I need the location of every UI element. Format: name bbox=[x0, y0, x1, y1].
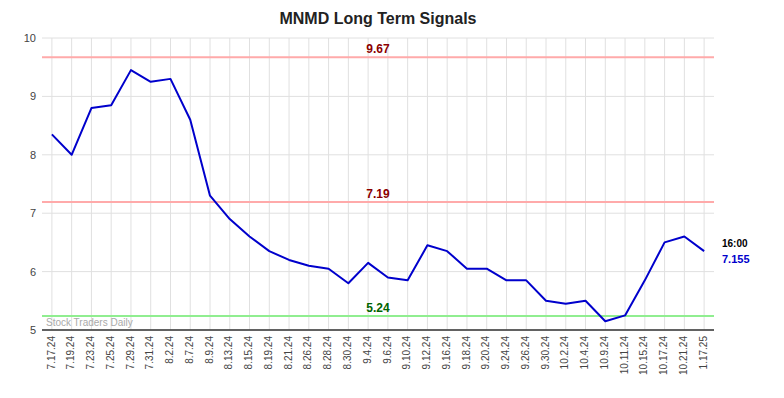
x-tick-label: 10.11.24 bbox=[619, 336, 630, 375]
x-tick-label: 8.2.24 bbox=[164, 336, 175, 364]
grid-line-x bbox=[585, 38, 586, 330]
grid-line-x bbox=[51, 38, 52, 330]
reference-line bbox=[42, 315, 714, 317]
x-tick-label: 9.30.24 bbox=[540, 336, 551, 370]
grid-line-y bbox=[42, 96, 714, 97]
x-tick-label: 9.16.24 bbox=[441, 336, 452, 370]
x-tick-label: 9.4.24 bbox=[362, 336, 373, 364]
grid-line-y bbox=[42, 38, 714, 39]
x-tick-label: 8.21.24 bbox=[283, 336, 294, 370]
x-tick-label: 10.17.24 bbox=[658, 336, 669, 375]
x-tick-label: 8.7.24 bbox=[184, 336, 195, 364]
reference-label: 5.24 bbox=[366, 301, 390, 315]
x-tick-label: 10.21.24 bbox=[678, 336, 689, 375]
x-tick-label: 9.24.24 bbox=[500, 336, 511, 370]
x-tick-label: 9.10.24 bbox=[401, 336, 412, 370]
reference-line bbox=[42, 56, 714, 58]
x-tick-label: 10.4.24 bbox=[579, 336, 590, 370]
y-tick-label: 6 bbox=[30, 266, 36, 278]
x-axis-line bbox=[42, 329, 714, 331]
series-line bbox=[52, 70, 704, 321]
x-tick-label: 7.19.24 bbox=[65, 336, 76, 370]
grid-line-x bbox=[447, 38, 448, 330]
grid-line-x bbox=[427, 38, 428, 330]
x-tick-label: 1.17.25 bbox=[698, 336, 709, 370]
grid-line-x bbox=[466, 38, 467, 330]
x-tick-label: 8.9.24 bbox=[204, 336, 215, 364]
x-tick-label: 8.13.24 bbox=[223, 336, 234, 370]
x-tick-label: 7.23.24 bbox=[85, 336, 96, 370]
grid-line-y bbox=[42, 213, 714, 214]
y-tick-label: 9 bbox=[30, 90, 36, 102]
x-tick-label: 8.26.24 bbox=[302, 336, 313, 370]
annotation: 7.155 bbox=[722, 253, 750, 265]
y-tick-label: 5 bbox=[30, 324, 36, 336]
grid-line-y bbox=[42, 154, 714, 155]
x-tick-label: 8.30.24 bbox=[342, 336, 353, 370]
grid-line-x bbox=[684, 38, 685, 330]
grid-line-x bbox=[407, 38, 408, 330]
x-tick-label: 7.29.24 bbox=[125, 336, 136, 370]
grid-line-x bbox=[289, 38, 290, 330]
grid-line-x bbox=[111, 38, 112, 330]
x-tick-label: 9.12.24 bbox=[421, 336, 432, 370]
x-tick-label: 8.19.24 bbox=[263, 336, 274, 370]
grid-line-x bbox=[269, 38, 270, 330]
x-tick-label: 8.15.24 bbox=[243, 336, 254, 370]
chart: MNMD Long Term Signals 5 6 7 8 9 10 7.17.24 7.19… bbox=[0, 0, 784, 398]
x-tick-label: 7.25.24 bbox=[105, 336, 116, 370]
grid-line-x bbox=[348, 38, 349, 330]
grid-line-x bbox=[229, 38, 230, 330]
x-tick-label: 9.18.24 bbox=[461, 336, 472, 370]
reference-label: 9.67 bbox=[366, 42, 390, 56]
grid-line-x bbox=[308, 38, 309, 330]
grid-line-x bbox=[644, 38, 645, 330]
grid-line-x bbox=[91, 38, 92, 330]
x-tick-label: 9.6.24 bbox=[382, 336, 393, 364]
x-tick-label: 10.2.24 bbox=[559, 336, 570, 370]
grid-line-x bbox=[664, 38, 665, 330]
grid-line-x bbox=[486, 38, 487, 330]
plot-area bbox=[42, 57, 714, 321]
grid-line-x bbox=[249, 38, 250, 330]
grid-line-x bbox=[387, 38, 388, 330]
grid-line-x bbox=[210, 38, 211, 330]
grid-line-x bbox=[368, 38, 369, 330]
x-tick-label: 10.15.24 bbox=[638, 336, 649, 375]
x-tick-label: 7.17.24 bbox=[46, 336, 57, 370]
grid bbox=[42, 38, 714, 330]
grid-line-x bbox=[605, 38, 606, 330]
x-tick-label: 9.20.24 bbox=[480, 336, 491, 370]
x-tick-label: 8.28.24 bbox=[322, 336, 333, 370]
grid-line-x bbox=[71, 38, 72, 330]
annotation: 16:00 bbox=[722, 238, 748, 249]
grid-line-y bbox=[42, 330, 714, 331]
x-tick-label: 9.26.24 bbox=[520, 336, 531, 370]
grid-line-x bbox=[625, 38, 626, 330]
grid-line-x bbox=[190, 38, 191, 330]
y-tick-label: 8 bbox=[30, 149, 36, 161]
y-tick-label: 7 bbox=[30, 207, 36, 219]
grid-line-x bbox=[546, 38, 547, 330]
x-tick-label: 10.9.24 bbox=[599, 336, 610, 370]
y-tick-label: 10 bbox=[24, 32, 36, 44]
x-tick-label: 7.31.24 bbox=[144, 336, 155, 370]
grid-line-x bbox=[328, 38, 329, 330]
reference-line bbox=[42, 201, 714, 203]
grid-line-x bbox=[526, 38, 527, 330]
grid-line-x bbox=[506, 38, 507, 330]
grid-line-x bbox=[565, 38, 566, 330]
title: MNMD Long Term Signals bbox=[279, 10, 476, 27]
grid-line-x bbox=[704, 38, 705, 330]
watermark: Stock Traders Daily bbox=[46, 317, 133, 328]
reference-label: 7.19 bbox=[366, 187, 390, 201]
grid-line-x bbox=[130, 38, 131, 330]
